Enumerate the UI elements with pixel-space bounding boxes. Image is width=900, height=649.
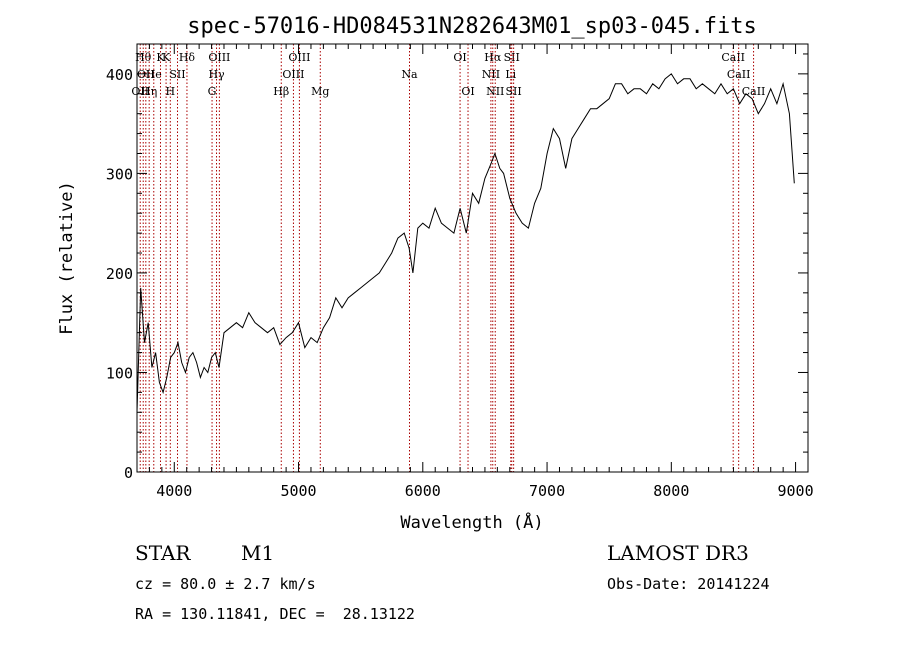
line-marker-label-23: Li xyxy=(505,68,516,81)
line-marker-label-28: CaII xyxy=(742,85,766,98)
survey-name: LAMOST DR3 xyxy=(607,541,749,565)
line-marker-label-6: K xyxy=(162,51,171,64)
spectrum-series xyxy=(136,73,795,413)
line-marker-label-19: OI xyxy=(461,85,474,98)
line-marker-label-15: OIII xyxy=(288,51,310,64)
line-marker-label-9: Hδ xyxy=(179,51,196,64)
line-marker-label-21: Hα xyxy=(484,51,502,64)
line-marker-label-3: Hη xyxy=(141,85,157,98)
line-marker-label-16: Mg xyxy=(311,85,329,98)
redshift-value: cz = 80.0 ± 2.7 km/s xyxy=(135,575,316,593)
x-axis-label: Wavelength (Å) xyxy=(400,511,543,533)
x-tick-label-4: 8000 xyxy=(653,482,689,500)
axes: 4000 5000 6000 7000 8000 9000 0 100 200 300 400 xyxy=(106,44,814,500)
x-tick-label-1: 5000 xyxy=(280,482,316,500)
line-marker-label-25: SII xyxy=(506,85,522,98)
y-tick-label-0: 0 xyxy=(124,464,133,482)
object-type: STAR xyxy=(135,541,191,565)
plot-frame xyxy=(136,43,809,473)
x-tick-label-5: 9000 xyxy=(778,482,814,500)
line-marker-label-17: Na xyxy=(401,68,418,81)
chart-title: spec-57016-HD084531N282643M01_sp03-045.f… xyxy=(187,14,757,39)
y-tick-label-3: 300 xyxy=(106,165,133,183)
line-marker-label-0: OII xyxy=(131,85,149,98)
line-marker-label-5: K xyxy=(156,51,165,64)
line-marker-label-13: Hβ xyxy=(273,85,289,98)
x-tick-label-3: 7000 xyxy=(529,482,565,500)
line-marker-label-24: SII xyxy=(504,51,520,64)
x-tick-label-2: 6000 xyxy=(405,482,441,500)
emission-line-markers: OIIHθOIIHηHeKKHSIIHδGHγOIIIHβOIIIOIIIMgN… xyxy=(131,44,765,472)
line-marker-label-12: OIII xyxy=(208,51,230,64)
x-tick-label-0: 4000 xyxy=(156,482,192,500)
line-marker-label-20: NII xyxy=(482,68,500,81)
object-subclass: M1 xyxy=(241,541,275,565)
line-marker-label-2: OII xyxy=(137,68,155,81)
y-axis-label: Flux (relative) xyxy=(57,181,77,335)
line-marker-label-10: G xyxy=(208,85,217,98)
line-marker-label-18: OI xyxy=(453,51,466,64)
line-marker-label-26: CaII xyxy=(721,51,745,64)
y-tick-label-4: 400 xyxy=(106,66,133,84)
line-marker-label-4: He xyxy=(146,68,162,81)
y-tick-label-2: 200 xyxy=(106,265,133,283)
line-marker-label-14: OIII xyxy=(282,68,304,81)
spectrum-line-0 xyxy=(136,73,795,413)
line-marker-label-22: NII xyxy=(486,85,504,98)
coordinates: RA = 130.11841, DEC = 28.13122 xyxy=(135,605,415,623)
line-marker-label-8: SII xyxy=(169,68,185,81)
obs-date: Obs-Date: 20141224 xyxy=(607,575,770,593)
line-marker-label-27: CaII xyxy=(727,68,751,81)
y-tick-label-1: 100 xyxy=(106,364,133,382)
line-marker-label-11: Hγ xyxy=(208,68,225,81)
line-marker-label-7: H xyxy=(166,85,176,98)
